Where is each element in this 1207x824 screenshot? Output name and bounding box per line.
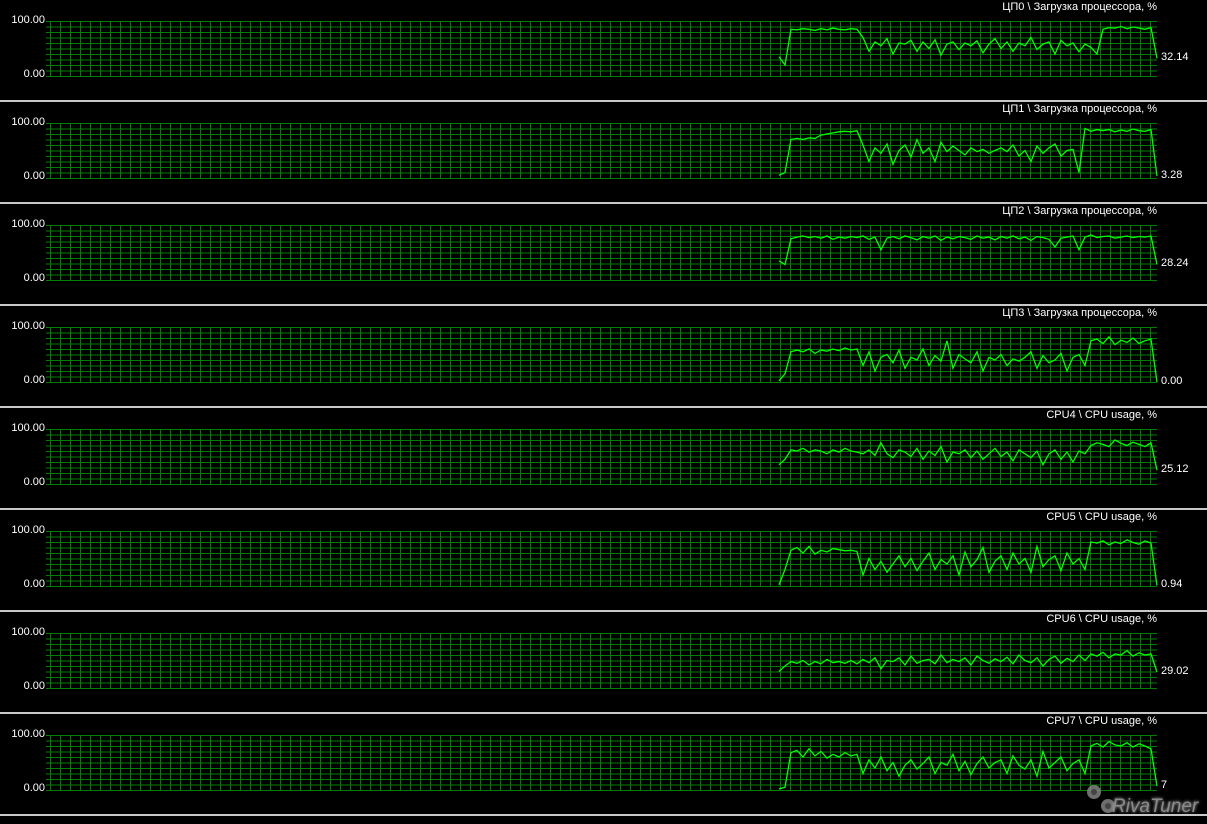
current-value-label: 3.28: [1161, 169, 1183, 182]
graph-canvas: [46, 123, 1158, 179]
graph-title: ЦП1 \ Загрузка процессора, %: [1002, 103, 1157, 115]
grid: [46, 225, 1157, 281]
graph-title: CPU5 \ CPU usage, %: [1046, 511, 1157, 523]
current-value-label: 0.94: [1161, 578, 1183, 591]
graph-title: CPU6 \ CPU usage, %: [1046, 613, 1157, 625]
graph-canvas: [46, 225, 1158, 281]
series-line: [778, 740, 1158, 790]
y-axis-min-label: 0.00: [23, 374, 45, 386]
y-axis-min-label: 0.00: [23, 272, 45, 284]
grid: [46, 429, 1157, 485]
graph-panel-2: ЦП2 \ Загрузка процессора, % 100.00 0.00 28…: [0, 204, 1207, 304]
graph-title: CPU4 \ CPU usage, %: [1046, 409, 1157, 421]
panel-separator: [0, 406, 1207, 408]
y-axis-max-label: 100.00: [11, 626, 45, 638]
grid: [46, 531, 1157, 587]
graph-canvas: [46, 531, 1158, 587]
series-line: [778, 25, 1158, 67]
y-axis-max-label: 100.00: [11, 320, 45, 332]
panel-separator: [0, 508, 1207, 510]
graph-canvas: [46, 21, 1158, 77]
y-axis-min-label: 0.00: [23, 170, 45, 182]
current-value-label: 32.14: [1161, 51, 1189, 64]
series-line: [778, 335, 1158, 383]
rivatuner-logo: [1080, 776, 1120, 819]
y-axis-max-label: 100.00: [11, 218, 45, 230]
graph-title: CPU7 \ CPU usage, %: [1046, 715, 1157, 727]
graph-canvas: [46, 327, 1158, 383]
y-axis-min-label: 0.00: [23, 578, 45, 590]
graph-title: ЦП3 \ Загрузка процессора, %: [1002, 307, 1157, 319]
y-axis-min-label: 0.00: [23, 68, 45, 80]
graph-panel-4: CPU4 \ CPU usage, % 100.00 0.00 25.12: [0, 408, 1207, 508]
graph-panel-0: ЦП0 \ Загрузка процессора, % 100.00 0.00 32…: [0, 0, 1207, 100]
grid: [46, 735, 1157, 791]
graph-canvas: [46, 633, 1158, 689]
y-axis-min-label: 0.00: [23, 782, 45, 794]
gears-icon: [1087, 785, 1115, 813]
current-value-label: 29.02: [1161, 665, 1189, 678]
current-value-label: 7: [1161, 779, 1168, 792]
y-axis-max-label: 100.00: [11, 14, 45, 26]
panel-separator: [0, 100, 1207, 102]
grid: [46, 123, 1157, 179]
current-value-label: 25.12: [1161, 463, 1189, 476]
series-line: [778, 649, 1158, 673]
graph-panel-6: CPU6 \ CPU usage, % 100.00 0.00 29.02: [0, 612, 1207, 712]
graph-canvas: [46, 429, 1158, 485]
y-axis-max-label: 100.00: [11, 116, 45, 128]
panel-separator: [0, 610, 1207, 612]
rivatuner-logo-text: RivaTuner: [1112, 796, 1199, 817]
graph-panel-3: ЦП3 \ Загрузка процессора, % 100.00 0.00 0.…: [0, 306, 1207, 406]
y-axis-max-label: 100.00: [11, 422, 45, 434]
series-line: [778, 127, 1158, 177]
series-line: [778, 439, 1158, 471]
y-axis-max-label: 100.00: [11, 728, 45, 740]
y-axis-min-label: 0.00: [23, 680, 45, 692]
current-value-label: 0.00: [1161, 375, 1183, 387]
series-line: [778, 234, 1158, 266]
grid: [46, 633, 1157, 689]
graph-panel-1: ЦП1 \ Загрузка процессора, % 100.00 0.00 3.…: [0, 102, 1207, 202]
graph-title: ЦП0 \ Загрузка процессора, %: [1002, 1, 1157, 13]
panel-separator: [0, 814, 1207, 816]
panel-separator: [0, 202, 1207, 204]
current-value-label: 28.24: [1161, 257, 1189, 270]
grid: [46, 21, 1157, 77]
grid: [46, 327, 1157, 383]
graph-panel-5: CPU5 \ CPU usage, % 100.00 0.00 0.94: [0, 510, 1207, 610]
series-line: [778, 539, 1158, 586]
panel-separator: [0, 712, 1207, 714]
y-axis-max-label: 100.00: [11, 524, 45, 536]
graph-title: ЦП2 \ Загрузка процессора, %: [1002, 205, 1157, 217]
graph-canvas: [46, 735, 1158, 791]
y-axis-min-label: 0.00: [23, 476, 45, 488]
graph-panel-7: CPU7 \ CPU usage, % 100.00 0.00 7: [0, 714, 1207, 814]
panel-separator: [0, 304, 1207, 306]
